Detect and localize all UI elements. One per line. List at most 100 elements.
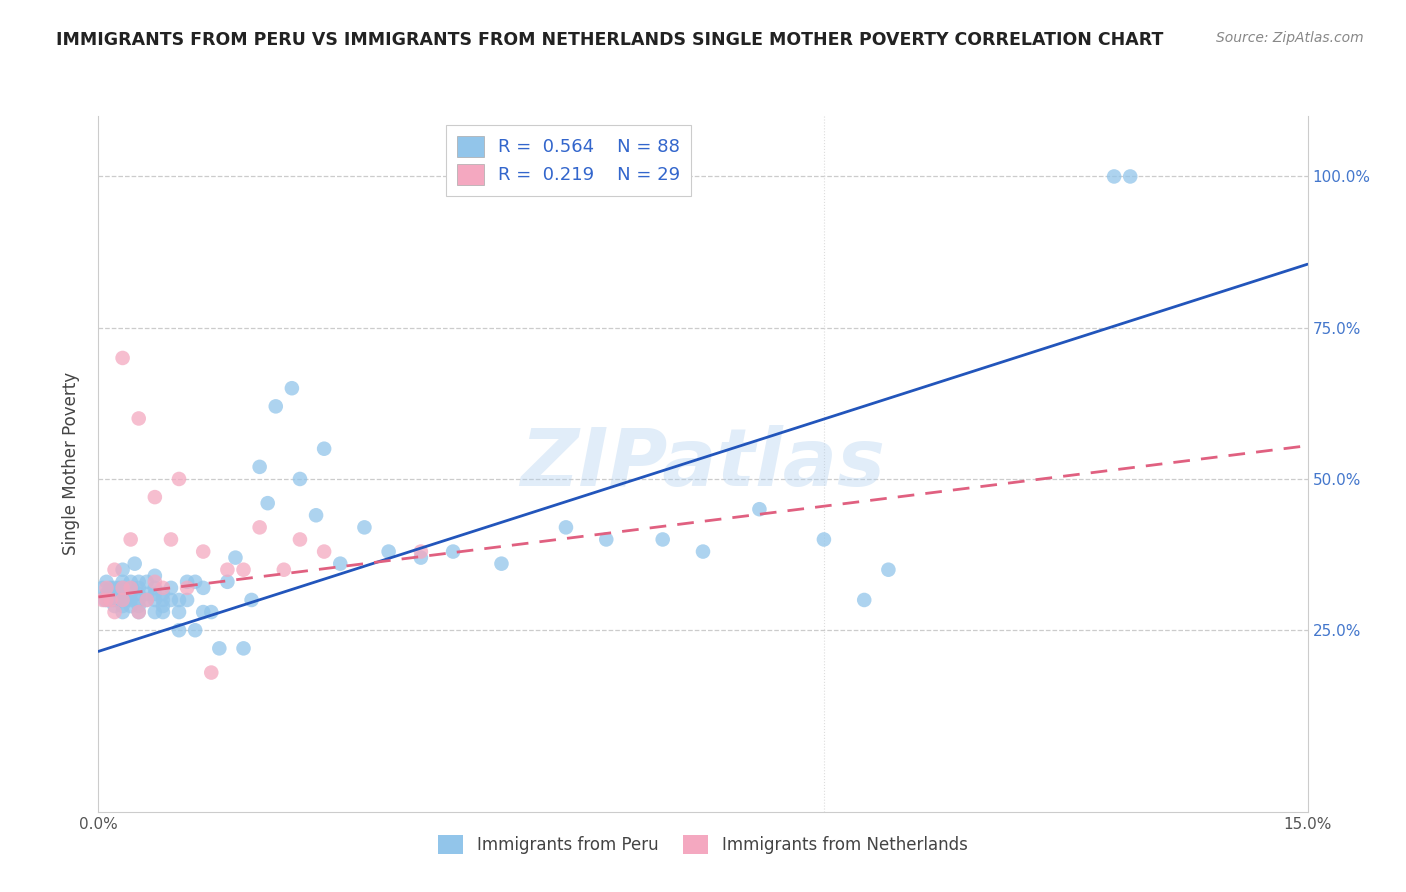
Point [111,581,134,595]
Point [152,593,174,607]
Y-axis label: Single Mother Poverty: Single Mother Poverty [62,372,80,556]
Point [135,587,157,601]
Point [103,593,125,607]
Point [193,544,215,558]
Point [103,563,125,577]
Point [97,593,120,607]
Point [111,599,134,613]
Point [152,599,174,613]
Point [128,605,150,619]
Point [273,563,295,577]
Point [329,557,352,571]
Point [111,605,134,619]
Point [120,581,142,595]
Point [103,587,125,601]
Point [877,563,900,577]
Point [120,587,142,601]
Point [107,581,129,595]
Point [143,568,166,582]
Point [103,581,125,595]
Point [160,533,183,547]
Point [441,544,464,558]
Point [240,593,263,607]
Point [595,533,617,547]
Point [491,557,513,571]
Point [100,593,122,607]
Point [143,581,166,595]
Point [128,593,150,607]
Point [120,533,142,547]
Point [167,593,190,607]
Point [167,624,190,638]
Point [853,593,876,607]
Point [120,599,142,613]
Text: Source: ZipAtlas.com: Source: ZipAtlas.com [1216,31,1364,45]
Text: IMMIGRANTS FROM PERU VS IMMIGRANTS FROM NETHERLANDS SINGLE MOTHER POVERTY CORREL: IMMIGRANTS FROM PERU VS IMMIGRANTS FROM … [56,31,1164,49]
Point [217,563,239,577]
Point [111,593,134,607]
Point [143,490,166,504]
Point [184,574,207,589]
Point [143,593,166,607]
Point [555,520,578,534]
Point [249,520,271,534]
Text: ZIPatlas: ZIPatlas [520,425,886,503]
Point [91,581,114,595]
Point [97,587,120,601]
Point [135,593,157,607]
Point [111,587,134,601]
Point [314,544,336,558]
Point [200,605,222,619]
Point [217,574,239,589]
Point [121,581,143,595]
Point [409,550,432,565]
Point [184,624,207,638]
Point [135,574,157,589]
Point [124,557,146,571]
Point [152,587,174,601]
Point [115,593,138,607]
Point [105,587,128,601]
Point [193,605,215,619]
Point [305,508,328,523]
Point [314,442,336,456]
Point [748,502,770,516]
Point [96,581,118,595]
Point [152,581,174,595]
Point [96,587,118,601]
Point [103,605,125,619]
Point [224,550,246,565]
Point [128,581,150,595]
Point [128,587,150,601]
Point [200,665,222,680]
Point [288,533,311,547]
Point [120,593,142,607]
Point [1119,169,1142,184]
Point [167,605,190,619]
Point [176,593,198,607]
Point [128,574,150,589]
Point [232,641,254,656]
Point [160,581,183,595]
Point [288,472,311,486]
Point [281,381,304,395]
Point [111,581,134,595]
Point [813,533,835,547]
Point [193,581,215,595]
Point [176,581,198,595]
Point [1102,169,1125,184]
Point [96,574,118,589]
Point [111,593,134,607]
Point [135,593,157,607]
Point [264,400,287,414]
Point [128,411,150,425]
Point [96,593,118,607]
Point [409,544,432,558]
Point [107,593,129,607]
Point [256,496,278,510]
Point [128,599,150,613]
Point [100,581,122,595]
Point [167,472,190,486]
Point [143,587,166,601]
Point [111,563,134,577]
